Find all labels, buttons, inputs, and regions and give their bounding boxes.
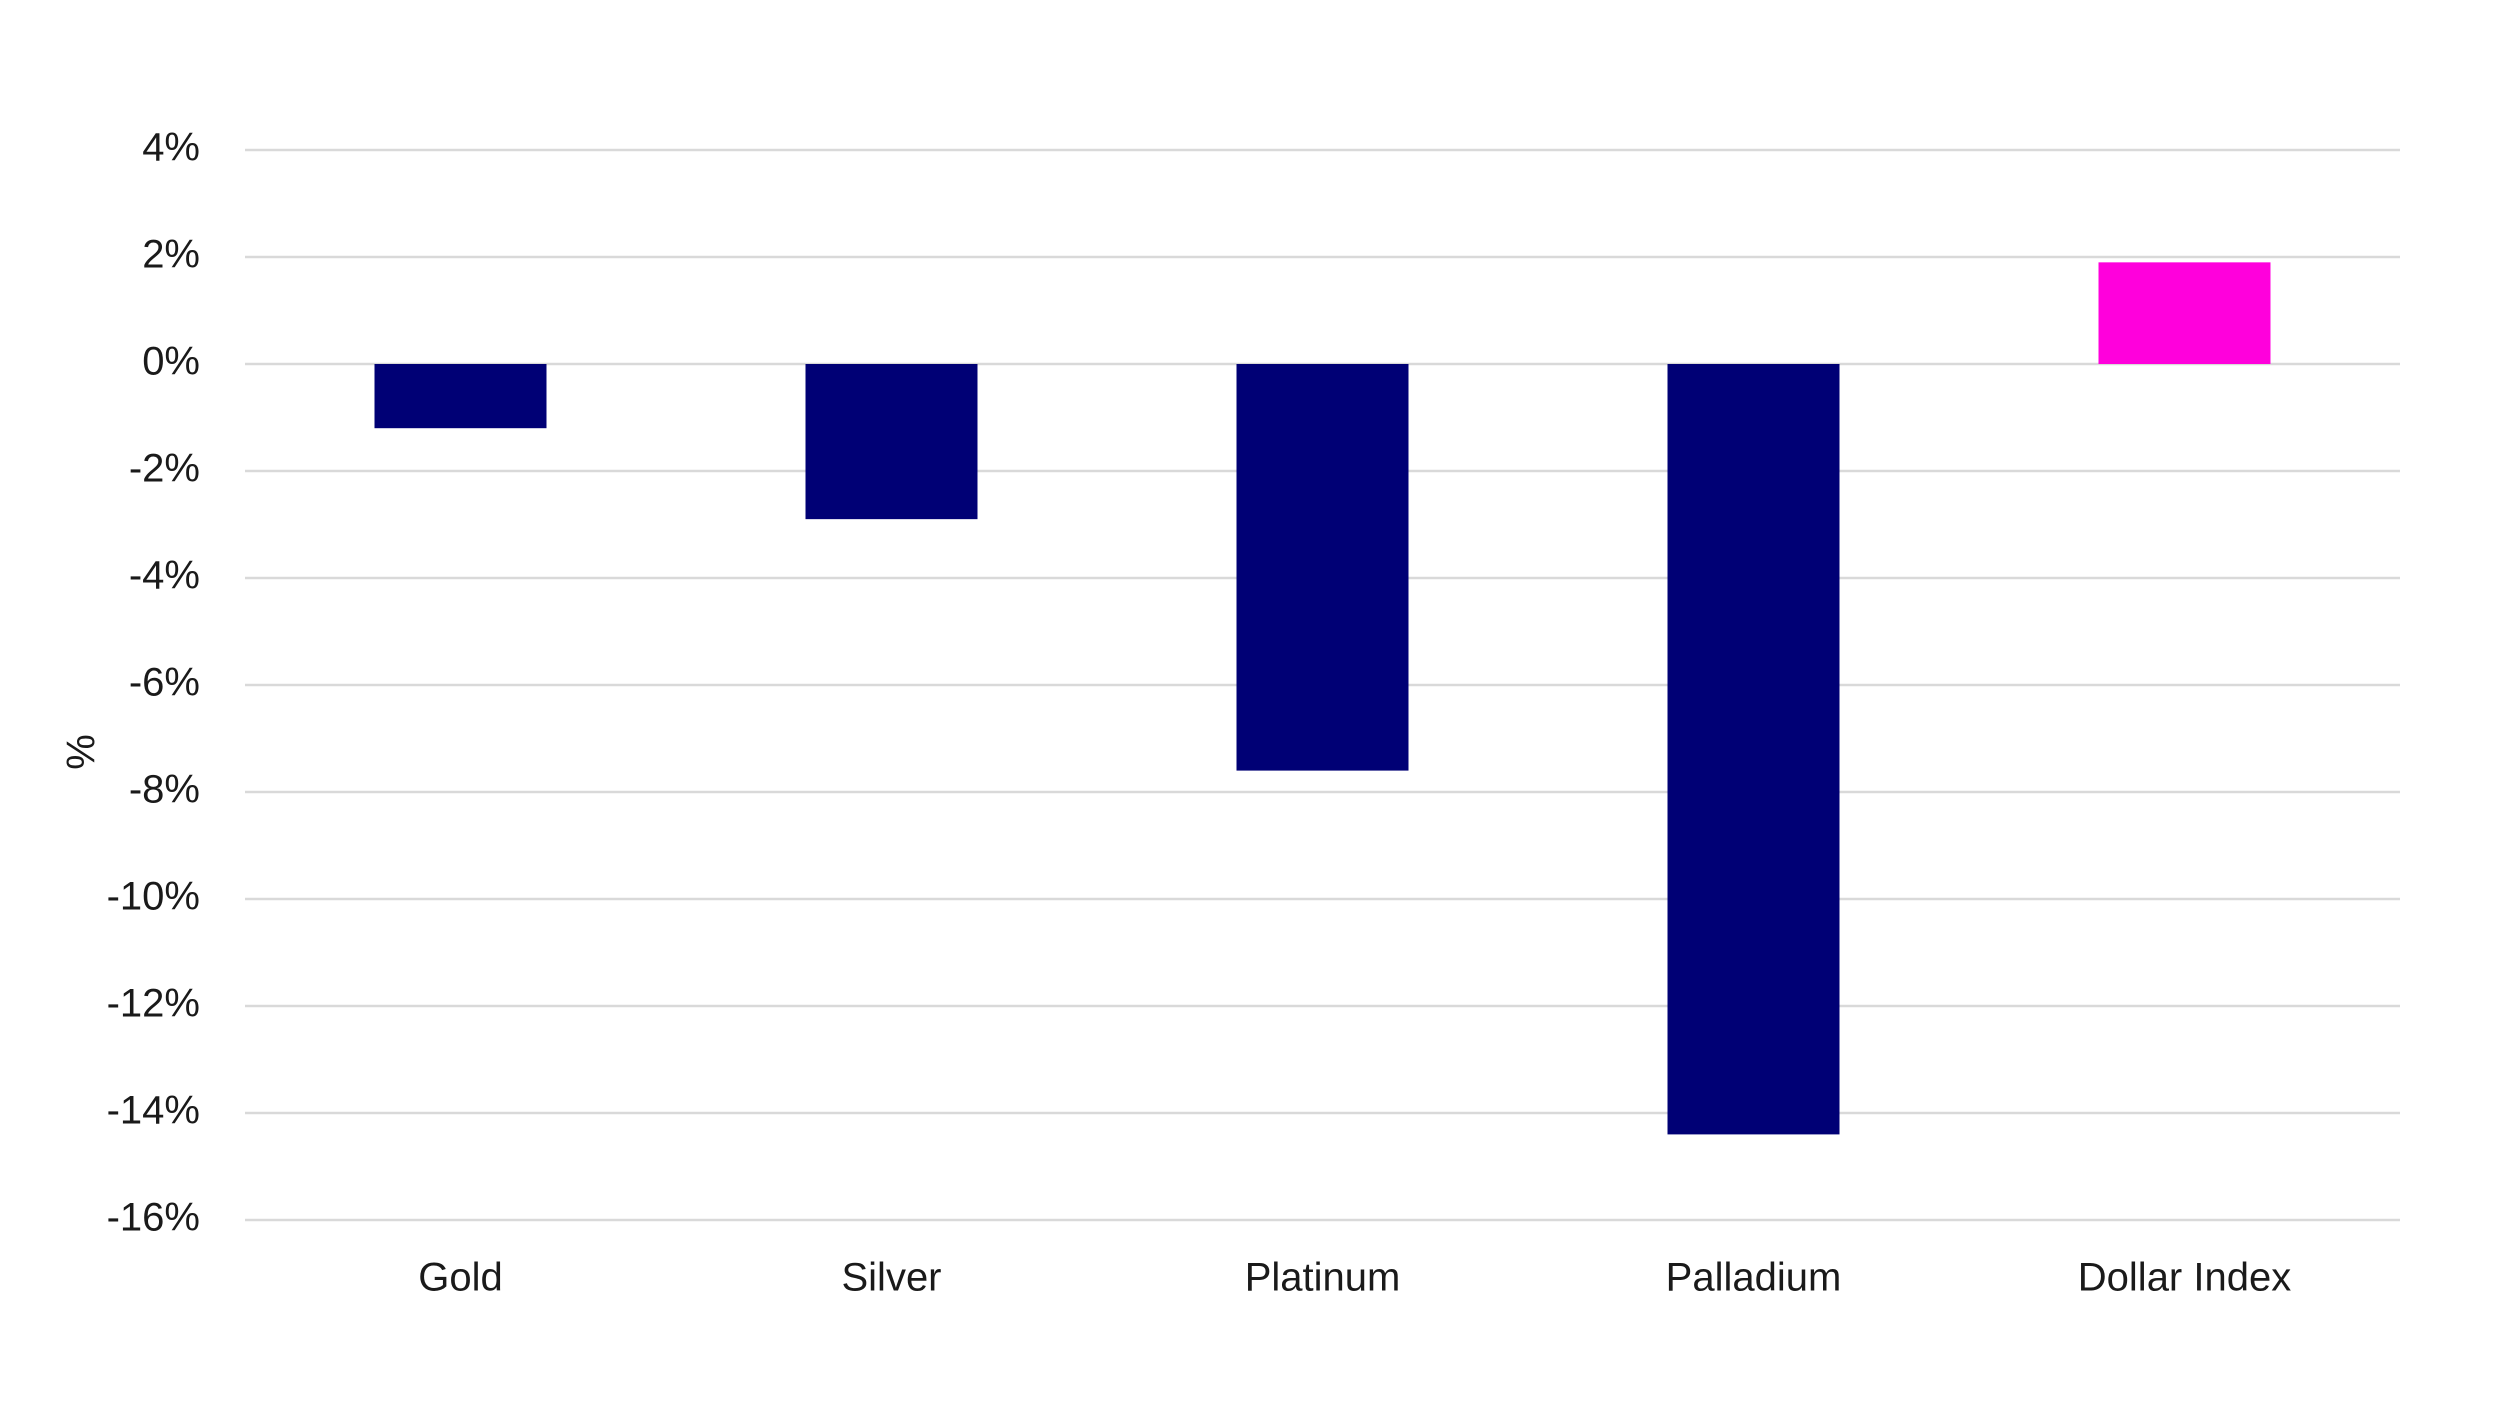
y-tick-label: -2% (129, 447, 200, 491)
y-tick-label: -4% (129, 554, 200, 598)
y-tick-label: -8% (129, 768, 200, 812)
x-tick-label: Platinum (1245, 1256, 1401, 1300)
bar-platinum (1236, 364, 1409, 771)
x-tick-label: Dollar Index (2078, 1256, 2291, 1300)
x-tick-label: Gold (418, 1256, 503, 1300)
y-axis-ticks: 4% 2% 0% -2% -4% -6% -8% -10% -12% -14% -16% (107, 126, 200, 1240)
y-tick-label: 2% (142, 233, 200, 277)
bar-palladium (1667, 364, 1840, 1135)
bar-silver (805, 364, 978, 520)
x-tick-label: Silver (841, 1256, 941, 1300)
y-tick-label: -6% (129, 661, 200, 705)
x-tick-label: Palladium (1666, 1256, 1842, 1300)
y-tick-label: -12% (107, 982, 200, 1026)
y-tick-label: 0% (142, 340, 200, 384)
y-tick-label: -14% (107, 1089, 200, 1133)
bar-gold (374, 364, 547, 429)
y-tick-label: -16% (107, 1196, 200, 1240)
y-tick-label: 4% (142, 126, 200, 170)
x-axis-ticks: Gold Silver Platinum Palladium Dollar Index (418, 1256, 2291, 1300)
y-tick-label: -10% (107, 875, 200, 919)
y-axis-label: % (60, 734, 104, 770)
bar-dollar-index (2098, 262, 2271, 364)
bars (374, 262, 2271, 1135)
